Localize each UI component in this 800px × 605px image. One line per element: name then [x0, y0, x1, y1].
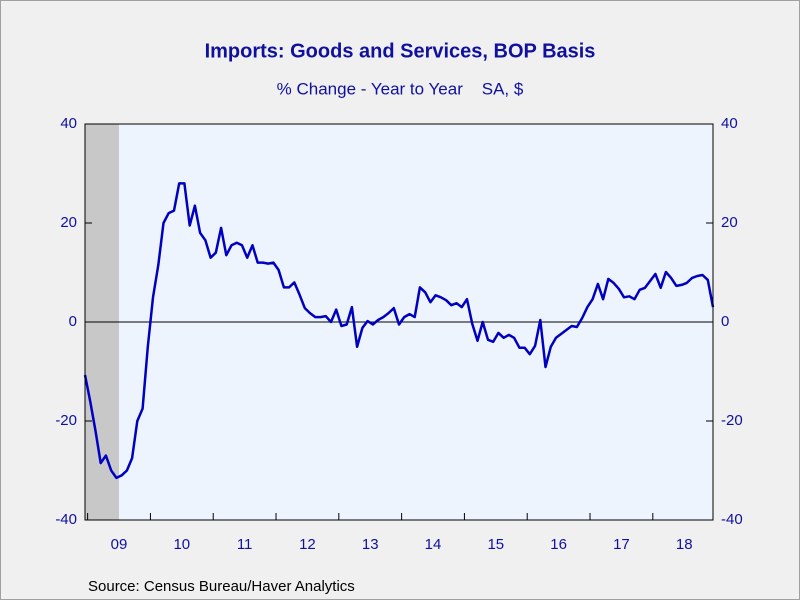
- plot-frame: [84, 123, 714, 521]
- x-tick-label: 17: [613, 536, 630, 553]
- x-tick-label: 18: [676, 536, 693, 553]
- y2-tick-label: -20: [721, 412, 743, 429]
- x-tick-label: 13: [362, 536, 379, 553]
- data-line: [83, 182, 715, 480]
- y-tick-label: 40: [60, 115, 77, 132]
- y2-tick-label: 0: [721, 313, 729, 330]
- y2-tick-label: 40: [721, 115, 738, 132]
- y2-tick-label: 20: [721, 214, 738, 231]
- x-tick-label: 12: [299, 536, 316, 553]
- x-tick-label: 10: [173, 536, 190, 553]
- source-note: Source: Census Bureau/Haver Analytics: [88, 578, 355, 595]
- chart-subtitle: % Change - Year to Year SA, $: [277, 79, 524, 98]
- y2-tick-label: -40: [721, 511, 743, 528]
- x-tick-label: 16: [550, 536, 567, 553]
- y-tick-label: 20: [60, 214, 77, 231]
- y-tick-label: -20: [55, 412, 77, 429]
- x-tick-label: 14: [425, 536, 442, 553]
- x-tick-label: 15: [487, 536, 504, 553]
- x-tick-label: 09: [111, 536, 128, 553]
- y-tick-label: 0: [69, 313, 77, 330]
- chart-title: Imports: Goods and Services, BOP Basis: [205, 40, 596, 62]
- x-tick-label: 11: [237, 536, 253, 553]
- y-tick-label: -40: [55, 511, 77, 528]
